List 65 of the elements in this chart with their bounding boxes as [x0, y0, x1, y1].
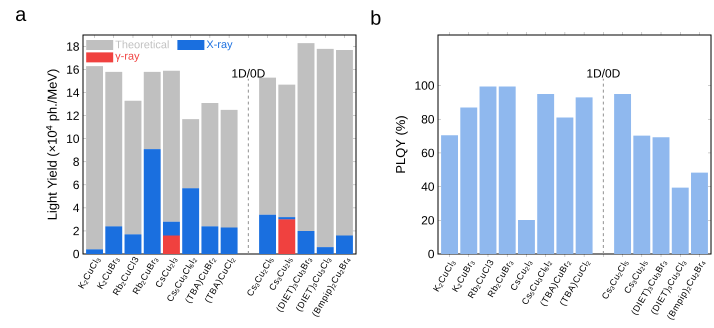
y-tick-label: 10: [67, 134, 80, 143]
bar: [460, 107, 478, 254]
y-tick-label: 0: [73, 250, 80, 258]
y-tick-label: 20: [422, 216, 434, 225]
chart-title: a: [16, 10, 26, 22]
bar: [498, 86, 516, 254]
bar: [144, 149, 161, 254]
bar: [537, 94, 554, 254]
bar: [278, 84, 296, 218]
y-axis-title: PLQY (%): [396, 116, 408, 173]
legend-label: Theoretical: [115, 40, 169, 48]
y-tick-label: 12: [67, 112, 79, 120]
bar: [518, 220, 535, 254]
bar: [336, 50, 353, 236]
chart-title: b: [371, 10, 380, 25]
bar: [441, 135, 458, 254]
legend-label: X-ray: [206, 40, 233, 50]
bar: [201, 103, 218, 226]
bar: [633, 136, 650, 254]
bar: [162, 222, 180, 236]
y-tick-label: 14: [67, 88, 80, 97]
legend-label: γ-ray: [115, 54, 140, 62]
bar: [162, 236, 180, 254]
bar: [86, 66, 103, 250]
bar: [86, 249, 103, 254]
bar: [182, 188, 200, 254]
bar: [672, 188, 689, 254]
bar: [480, 86, 496, 254]
bar: [576, 97, 593, 254]
bar: [220, 110, 238, 228]
y-tick-label: 16: [67, 65, 79, 74]
bar: [259, 78, 276, 215]
y-tick-label: 2: [73, 226, 79, 236]
y-tick-label: 0: [428, 250, 434, 258]
y-tick-label: 6: [73, 180, 79, 190]
y-tick-label: 60: [422, 148, 434, 158]
bar: [278, 219, 296, 254]
y-tick-label: 4: [73, 204, 80, 212]
bar: [259, 214, 276, 254]
bar: [201, 226, 218, 254]
bar: [336, 236, 353, 254]
bar: [556, 118, 574, 254]
bar: [144, 72, 161, 150]
bar: [105, 72, 122, 226]
annotation: 1D/0D: [232, 68, 265, 78]
bar: [614, 94, 632, 254]
y-axis-title: Light Yield (×10$^{4}$ ph./MeV): [46, 70, 60, 220]
y-tick-label: 80: [422, 115, 434, 124]
bar: [124, 234, 142, 254]
bar: [162, 70, 180, 222]
y-tick-label: 18: [67, 42, 79, 51]
y-tick-label: 40: [421, 182, 434, 191]
bar: [220, 227, 238, 254]
bar: [316, 48, 334, 248]
bar: [105, 226, 122, 254]
bar: [124, 100, 142, 234]
y-tick-label: 100: [415, 81, 434, 90]
annotation: 1D/0D: [587, 68, 620, 78]
bar: [298, 230, 314, 254]
y-tick-label: 8: [73, 158, 79, 166]
bar: [691, 172, 708, 254]
bar: [182, 119, 200, 188]
bar: [298, 43, 314, 231]
bar: [316, 247, 334, 254]
bar: [652, 137, 670, 254]
